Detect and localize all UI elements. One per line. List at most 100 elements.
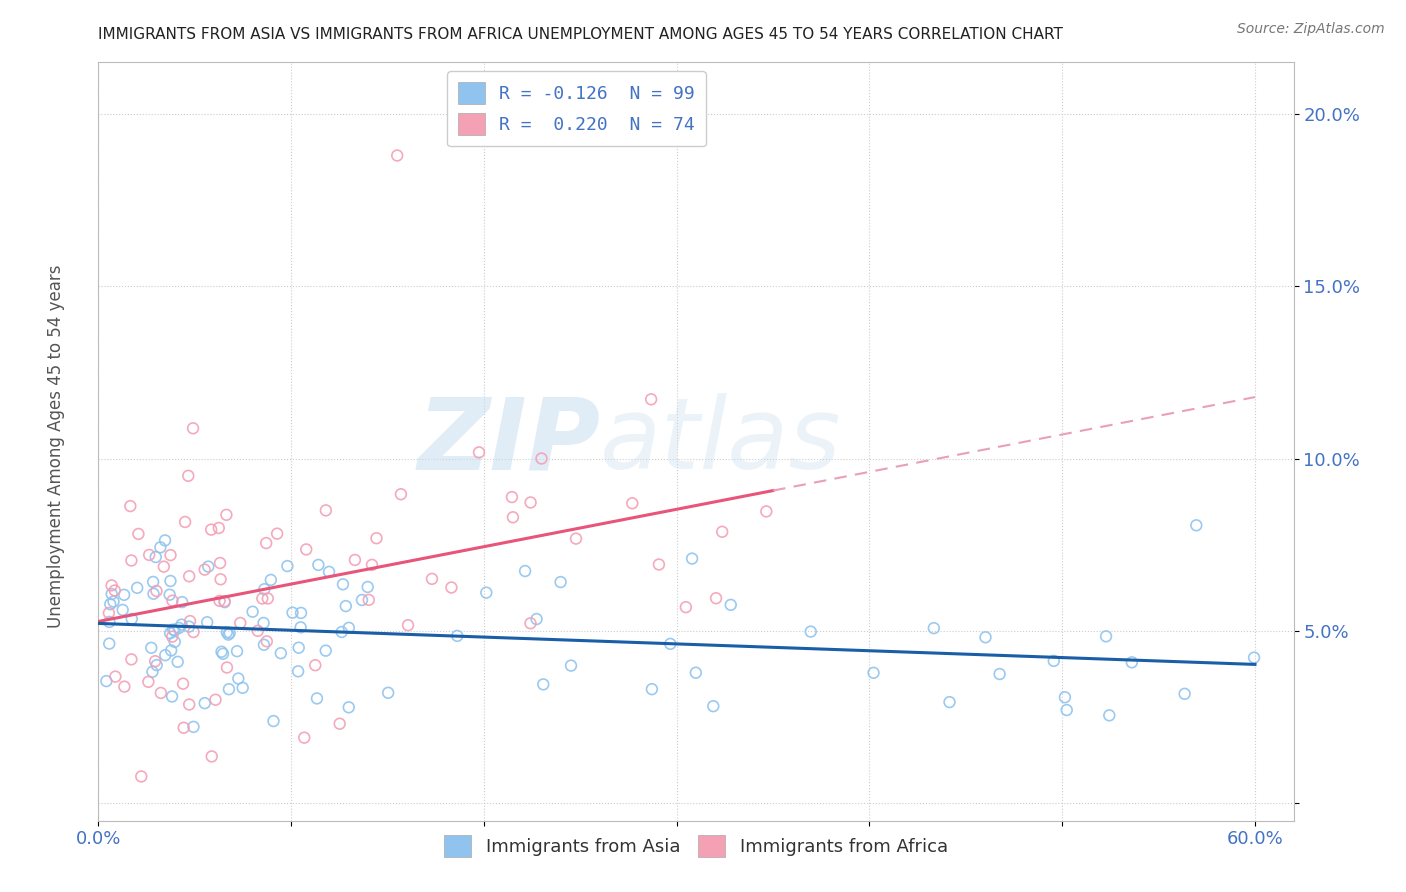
Point	[162, 593, 184, 607]
Point	[208, 594, 231, 608]
Point	[468, 445, 491, 459]
Point	[212, 647, 235, 661]
Point	[214, 594, 236, 608]
Point	[702, 699, 724, 714]
Point	[200, 523, 222, 537]
Point	[127, 527, 149, 541]
Point	[163, 635, 186, 649]
Point	[104, 670, 127, 684]
Point	[112, 680, 135, 694]
Point	[974, 630, 997, 644]
Point	[149, 686, 172, 700]
Point	[1174, 687, 1197, 701]
Point	[550, 575, 572, 590]
Point	[194, 563, 217, 577]
Point	[385, 148, 409, 162]
Point	[166, 655, 188, 669]
Point	[173, 721, 195, 735]
Point	[755, 504, 778, 518]
Point	[141, 665, 163, 679]
Point	[121, 612, 143, 626]
Point	[120, 499, 142, 513]
Point	[260, 573, 283, 587]
Point	[337, 621, 360, 635]
Point	[167, 621, 190, 635]
Point	[159, 574, 181, 588]
Point	[565, 532, 588, 546]
Point	[252, 615, 274, 630]
Point	[97, 606, 120, 620]
Point	[100, 578, 122, 592]
Point	[513, 564, 536, 578]
Point	[366, 531, 388, 545]
Point	[305, 691, 328, 706]
Point	[254, 536, 277, 550]
Point	[343, 553, 366, 567]
Point	[159, 626, 181, 640]
Point	[253, 638, 276, 652]
Point	[329, 716, 352, 731]
Point	[242, 605, 264, 619]
Text: ZIP: ZIP	[418, 393, 600, 490]
Point	[232, 681, 254, 695]
Point	[502, 510, 524, 524]
Point	[104, 583, 127, 598]
Point	[530, 451, 553, 466]
Point	[648, 558, 671, 572]
Point	[420, 572, 443, 586]
Point	[218, 626, 240, 640]
Point	[641, 682, 664, 697]
Point	[100, 587, 122, 601]
Text: Source: ZipAtlas.com: Source: ZipAtlas.com	[1237, 22, 1385, 37]
Point	[218, 682, 240, 697]
Point	[138, 548, 160, 562]
Point	[153, 533, 176, 548]
Point	[862, 665, 884, 680]
Point	[201, 749, 224, 764]
Point	[440, 581, 463, 595]
Point	[226, 644, 249, 658]
Point	[315, 503, 337, 517]
Point	[675, 600, 697, 615]
Point	[1243, 650, 1265, 665]
Point	[96, 674, 118, 689]
Point	[304, 658, 326, 673]
Point	[160, 690, 183, 704]
Point	[307, 558, 329, 572]
Point	[98, 615, 121, 629]
Point	[160, 643, 183, 657]
Point	[1098, 708, 1121, 723]
Point	[256, 634, 278, 648]
Point	[209, 556, 232, 570]
Point	[253, 582, 276, 597]
Point	[120, 553, 142, 567]
Point	[252, 591, 274, 606]
Point	[335, 599, 357, 613]
Point	[149, 541, 172, 555]
Point	[531, 677, 554, 691]
Point	[111, 603, 134, 617]
Point	[112, 588, 135, 602]
Point	[145, 584, 167, 599]
Point	[266, 526, 288, 541]
Point	[475, 585, 498, 599]
Point	[120, 652, 142, 666]
Point	[292, 731, 315, 745]
Point	[318, 565, 340, 579]
Point	[145, 658, 167, 673]
Point	[938, 695, 960, 709]
Point	[1095, 629, 1118, 643]
Point	[183, 720, 205, 734]
Point	[361, 558, 384, 572]
Point	[172, 676, 194, 690]
Point	[103, 594, 125, 608]
Point	[159, 588, 181, 602]
Point	[922, 621, 945, 635]
Point	[129, 769, 152, 783]
Point	[501, 490, 523, 504]
Point	[217, 627, 239, 641]
Point	[214, 595, 236, 609]
Point	[1053, 690, 1076, 705]
Point	[142, 574, 165, 589]
Point	[621, 496, 644, 510]
